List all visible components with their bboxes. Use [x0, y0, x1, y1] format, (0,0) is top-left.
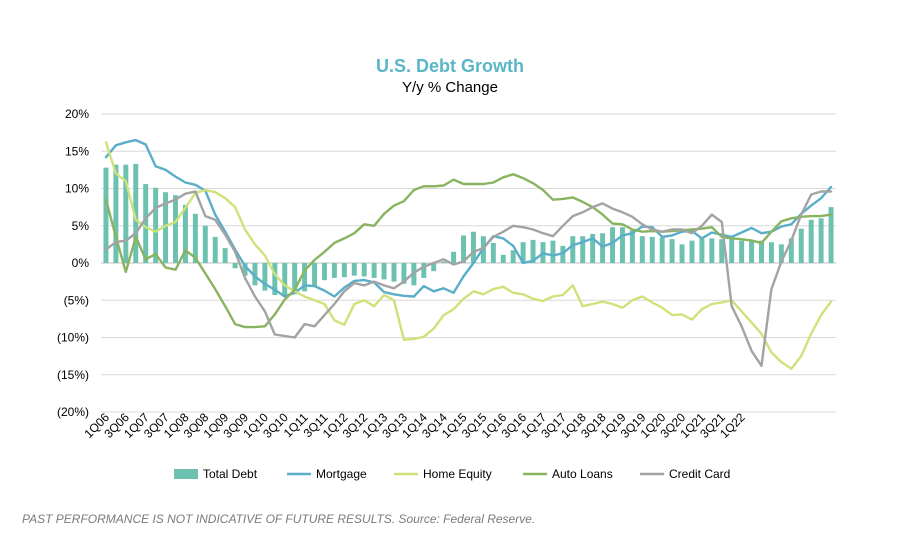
total-debt-bar [659, 237, 665, 263]
total-debt-bar [490, 242, 496, 263]
total-debt-bar [361, 263, 367, 277]
total-debt-bar [262, 263, 268, 291]
chart-subtitle: Y/y % Change [402, 79, 498, 96]
total-debt-bar [530, 239, 536, 263]
total-debt-bar [143, 184, 149, 263]
total-debt-bar [232, 263, 238, 269]
total-debt-bar [500, 254, 506, 263]
y-tick-label: 15% [65, 144, 89, 158]
total-debt-bar [550, 240, 556, 263]
total-debt-bar [242, 263, 248, 276]
total-debt-bar [421, 263, 427, 278]
mortgage-line [104, 138, 833, 298]
total-debt-bar [272, 263, 278, 296]
total-debt-bar [719, 239, 725, 263]
total-debt-bar [729, 238, 735, 263]
total-debt-bar [570, 236, 576, 263]
total-debt-bar [461, 235, 467, 263]
y-axis-ticks: 20% 15% 10% 5% 0% (5%) (10%) (15%) (20%) [57, 107, 89, 419]
chart-title: U.S. Debt Growth [376, 56, 524, 76]
y-tick-label: (15%) [57, 368, 89, 382]
auto-loans-line [104, 173, 833, 329]
total-debt-bar [103, 167, 109, 263]
total-debt-bar [381, 263, 387, 280]
total-debt-bar [610, 227, 616, 263]
total-debt-bar [192, 213, 198, 263]
legend-label: Home Equity [423, 467, 492, 481]
footnote: PAST PERFORMANCE IS NOT INDICATIVE OF FU… [22, 512, 536, 526]
legend: Total Debt Mortgage Home Equity Auto Loans C… [174, 467, 730, 481]
total-debt-bar [649, 236, 655, 263]
total-debt-bar [282, 263, 288, 297]
total-debt-bar [689, 240, 695, 263]
total-debt-bar [629, 230, 635, 263]
total-debt-bar [331, 263, 337, 278]
credit-card-line [104, 190, 833, 367]
total-debt-bar [759, 240, 764, 263]
total-debt-bar [600, 233, 606, 263]
total-debt-bar [133, 163, 139, 263]
total-debt-bar [113, 164, 119, 263]
total-debt-bar [451, 251, 457, 263]
total-debt-bar [182, 204, 188, 263]
x-axis-ticks: 1Q063Q061Q073Q071Q083Q081Q093Q091Q103Q10… [81, 410, 748, 441]
total-debt-bar [828, 207, 834, 263]
total-debt-bar [441, 261, 447, 263]
total-debt-bar [391, 263, 397, 282]
total-debt-bar [778, 244, 784, 263]
total-debt-bar [123, 164, 129, 263]
total-debt-bar [580, 236, 586, 263]
total-debt-bar [639, 236, 645, 263]
total-debt-bar [202, 225, 208, 263]
total-debt-bar [510, 250, 516, 263]
total-debt-bar [153, 187, 159, 263]
total-debt-bar [788, 238, 794, 263]
y-tick-label: 20% [65, 107, 89, 121]
total-debt-bar [590, 233, 596, 263]
y-tick-label: (20%) [57, 405, 89, 419]
legend-label: Credit Card [669, 467, 730, 481]
total-debt-bar [292, 263, 298, 295]
legend-label: Mortgage [316, 467, 367, 481]
total-debt-bar [768, 242, 774, 263]
total-debt-bar [351, 263, 357, 276]
total-debt-bar [739, 240, 745, 263]
total-debt-bar [470, 231, 476, 263]
total-debt-bar [173, 195, 178, 263]
total-debt-bar [371, 263, 377, 278]
total-debt-bar [431, 263, 437, 272]
total-debt-bar [341, 263, 347, 278]
total-debt-bar [312, 263, 318, 287]
home-equity-line [104, 141, 833, 370]
total-debt-bar [222, 248, 228, 263]
total-debt-bar [520, 242, 526, 263]
total-debt-bar [709, 238, 715, 263]
legend-label: Total Debt [203, 467, 258, 481]
total-debt-bar [669, 239, 675, 263]
legend-swatch [174, 469, 198, 479]
legend-label: Auto Loans [552, 467, 613, 481]
total-debt-bar [321, 263, 327, 281]
y-tick-label: 5% [72, 219, 90, 233]
y-tick-label: (10%) [57, 331, 89, 345]
total-debt-bar [679, 244, 685, 263]
total-debt-bar [401, 263, 407, 284]
total-debt-bar [252, 263, 258, 286]
total-debt-bar [619, 227, 625, 263]
total-debt-bar [798, 228, 804, 263]
total-debt-bar [302, 263, 308, 292]
total-debt-bar [818, 218, 824, 263]
total-debt-bar [163, 192, 169, 263]
total-debt-bar [808, 219, 814, 263]
total-debt-bar [212, 236, 218, 263]
y-tick-label: (5%) [64, 293, 89, 307]
y-tick-label: 10% [65, 182, 89, 196]
y-tick-label: 0% [72, 256, 90, 270]
total-debt-bar [699, 238, 705, 263]
series-lines [104, 138, 833, 370]
total-debt-bar [749, 241, 755, 263]
